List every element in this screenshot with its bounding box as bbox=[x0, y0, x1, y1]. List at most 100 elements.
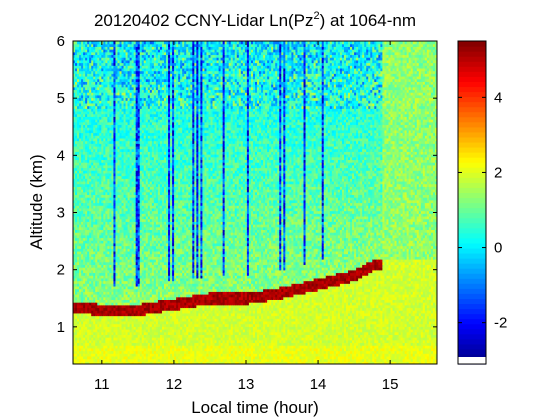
heatmap-cell bbox=[87, 70, 90, 74]
heatmap-cell bbox=[93, 323, 96, 327]
heatmap-cell bbox=[75, 329, 78, 333]
heatmap-cell bbox=[73, 234, 76, 239]
heatmap-cell bbox=[101, 355, 104, 360]
heatmap-cell bbox=[97, 334, 100, 338]
heatmap-cell bbox=[93, 137, 96, 142]
heatmap-cell bbox=[75, 355, 78, 360]
heatmap-cell bbox=[95, 191, 98, 196]
heatmap-cell bbox=[75, 186, 78, 190]
heatmap-cell bbox=[75, 180, 78, 185]
heatmap-cell bbox=[85, 232, 88, 236]
heatmap-cell bbox=[95, 337, 98, 341]
heatmap-cell bbox=[97, 100, 100, 104]
heatmap-cell bbox=[73, 92, 76, 96]
heatmap-cell bbox=[95, 215, 98, 220]
heatmap-cell bbox=[87, 285, 90, 290]
heatmap-cell bbox=[91, 78, 94, 82]
heatmap-cell bbox=[99, 148, 102, 152]
heatmap-cell bbox=[73, 89, 76, 93]
heatmap-cell bbox=[75, 49, 78, 53]
heatmap-cell bbox=[87, 199, 90, 204]
heatmap-cell bbox=[85, 213, 88, 217]
heatmap-cell bbox=[99, 250, 102, 255]
heatmap-cell bbox=[75, 191, 78, 196]
heatmap-cell bbox=[99, 143, 102, 147]
heatmap-cell bbox=[77, 57, 80, 61]
heatmap-cell bbox=[77, 59, 80, 64]
heatmap-cell bbox=[85, 49, 88, 53]
heatmap-cell bbox=[85, 170, 88, 174]
heatmap-cell bbox=[93, 89, 96, 93]
heatmap-cell bbox=[73, 229, 76, 233]
heatmap-cell bbox=[91, 94, 94, 99]
heatmap-cell bbox=[79, 67, 82, 72]
heatmap-cell bbox=[81, 73, 84, 77]
heatmap-cell bbox=[99, 229, 102, 233]
heatmap-cell bbox=[101, 178, 104, 182]
heatmap-cell bbox=[93, 267, 96, 271]
heatmap-cell bbox=[83, 41, 86, 45]
heatmap-cell bbox=[85, 143, 88, 147]
heatmap-cell bbox=[93, 162, 96, 166]
heatmap-cell bbox=[81, 345, 84, 349]
heatmap-cell bbox=[75, 121, 78, 126]
heatmap-cell bbox=[73, 347, 76, 352]
heatmap-cell bbox=[93, 218, 96, 222]
heatmap-cell bbox=[95, 110, 98, 115]
heatmap-cell bbox=[81, 355, 84, 360]
heatmap-cell bbox=[79, 226, 82, 231]
heatmap-cell bbox=[81, 113, 84, 117]
heatmap-cell bbox=[79, 89, 82, 93]
heatmap-cell bbox=[101, 350, 104, 354]
heatmap-cell bbox=[85, 259, 88, 263]
heatmap-cell bbox=[87, 151, 90, 155]
heatmap-cell bbox=[79, 127, 82, 131]
heatmap-cell bbox=[83, 180, 86, 185]
heatmap-cell bbox=[97, 229, 100, 233]
heatmap-cell bbox=[91, 215, 94, 220]
heatmap-cell bbox=[77, 43, 80, 47]
heatmap-cell bbox=[87, 162, 90, 166]
heatmap-cell bbox=[81, 164, 84, 169]
heatmap-cell bbox=[101, 49, 104, 53]
heatmap-cell bbox=[75, 127, 78, 131]
heatmap-cell bbox=[75, 269, 78, 274]
heatmap-cell bbox=[81, 326, 84, 330]
heatmap-cell bbox=[75, 110, 78, 115]
heatmap-cell bbox=[101, 132, 104, 136]
heatmap-cell bbox=[95, 253, 98, 257]
heatmap-cell bbox=[97, 285, 100, 290]
heatmap-cell bbox=[99, 237, 102, 241]
heatmap-cell bbox=[81, 240, 84, 244]
heatmap-cell bbox=[79, 59, 82, 64]
heatmap-cell bbox=[99, 175, 102, 179]
heatmap-cell bbox=[91, 267, 94, 271]
heatmap-cell bbox=[97, 102, 100, 107]
heatmap-cell bbox=[101, 194, 104, 198]
heatmap-cell bbox=[83, 291, 86, 295]
heatmap-cell bbox=[83, 213, 86, 217]
heatmap-cell bbox=[91, 92, 94, 96]
heatmap-cell bbox=[81, 205, 84, 209]
heatmap-cell bbox=[75, 350, 78, 354]
heatmap-cell bbox=[73, 202, 76, 206]
heatmap-cell bbox=[87, 75, 90, 80]
heatmap-cell bbox=[101, 248, 104, 252]
heatmap-cell bbox=[93, 41, 96, 45]
heatmap-cell bbox=[89, 213, 92, 217]
heatmap-cell bbox=[85, 248, 88, 252]
heatmap-cell bbox=[79, 288, 82, 292]
heatmap-cell bbox=[77, 183, 80, 187]
heatmap-cell bbox=[101, 312, 104, 317]
heatmap-cell bbox=[93, 73, 96, 77]
heatmap-cell bbox=[89, 113, 92, 117]
heatmap-cell bbox=[93, 339, 96, 344]
heatmap-cell bbox=[81, 256, 84, 260]
heatmap-cell bbox=[101, 334, 104, 338]
heatmap-cell bbox=[81, 151, 84, 155]
heatmap-cell bbox=[99, 197, 102, 201]
heatmap-cell bbox=[99, 70, 102, 74]
heatmap-cell bbox=[89, 140, 92, 144]
heatmap-cell bbox=[83, 89, 86, 93]
heatmap-cell bbox=[101, 113, 104, 117]
